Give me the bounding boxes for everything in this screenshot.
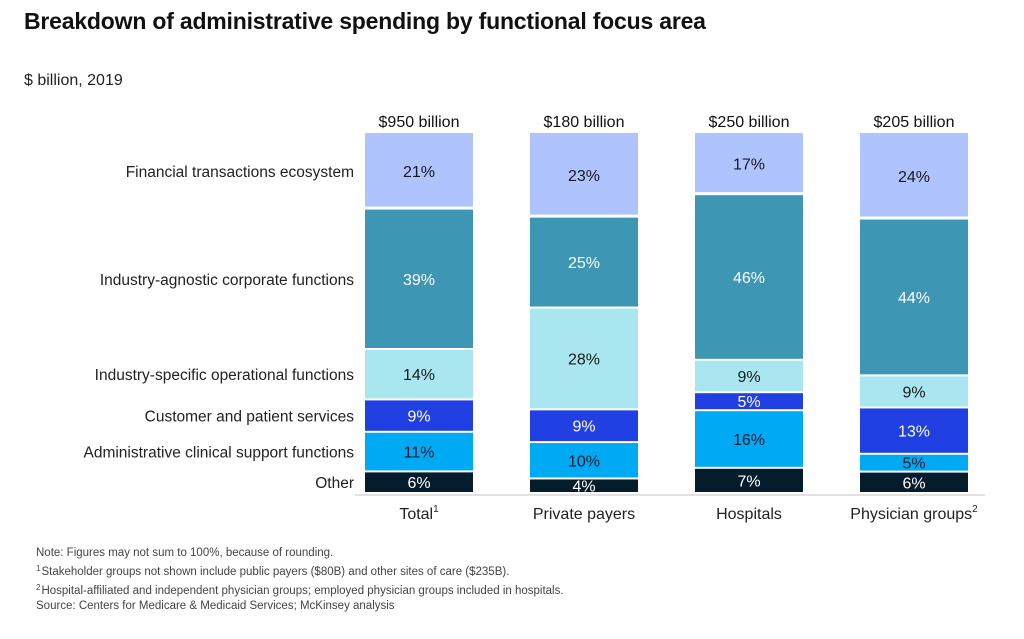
data-label: 6% bbox=[407, 475, 430, 492]
bar-segment bbox=[695, 195, 803, 359]
data-label: 9% bbox=[572, 419, 595, 436]
footnote-2: 2Hospital-affiliated and independent phy… bbox=[36, 580, 564, 599]
row-label: Financial transactions ecosystem bbox=[126, 164, 354, 181]
bar-segment bbox=[860, 454, 968, 471]
data-label: 5% bbox=[902, 456, 925, 473]
data-label: 39% bbox=[403, 272, 435, 289]
bar-segment bbox=[695, 411, 803, 467]
data-label: 25% bbox=[568, 255, 600, 272]
bar-segment bbox=[365, 400, 473, 431]
data-label: 24% bbox=[898, 169, 930, 186]
x-tick-label: Total1 bbox=[399, 504, 439, 523]
bar-segment bbox=[860, 408, 968, 453]
data-label: 44% bbox=[898, 290, 930, 307]
chart-subtitle: $ billion, 2019 bbox=[24, 72, 123, 89]
data-label: 11% bbox=[404, 445, 435, 462]
x-tick-label: Private payers bbox=[533, 506, 635, 523]
data-label: 21% bbox=[403, 164, 435, 181]
bar-segment bbox=[365, 472, 473, 492]
data-label: 9% bbox=[902, 384, 925, 401]
bar-segment bbox=[860, 219, 968, 375]
bar-segment bbox=[530, 443, 638, 478]
data-label: 13% bbox=[898, 424, 930, 441]
chart-title: Breakdown of administrative spending by … bbox=[24, 8, 706, 34]
bar-segment bbox=[365, 350, 473, 399]
bar-segment bbox=[695, 360, 803, 392]
bar-segment bbox=[530, 217, 638, 307]
data-label: 23% bbox=[568, 168, 600, 185]
bar-segment bbox=[365, 209, 473, 348]
data-label: 5% bbox=[737, 394, 760, 411]
bar-segment bbox=[530, 308, 638, 409]
data-label: 6% bbox=[902, 475, 925, 492]
data-label: 4% bbox=[572, 479, 595, 496]
data-label: 46% bbox=[733, 270, 765, 287]
note-rounding: Note: Figures may not sum to 100%, becau… bbox=[36, 547, 334, 559]
bar-segment bbox=[695, 393, 803, 410]
data-label: 17% bbox=[733, 157, 765, 174]
bar-segment bbox=[695, 133, 803, 193]
data-label: 16% bbox=[733, 432, 765, 449]
bar-total-label: $205 billion bbox=[874, 114, 955, 131]
bar-segment bbox=[530, 410, 638, 442]
footnote-1: 1Stakeholder groups not shown include pu… bbox=[36, 561, 564, 580]
bar-segment bbox=[530, 133, 638, 215]
source-note: Source: Centers for Medicare & Medicaid … bbox=[36, 600, 395, 612]
data-label: 9% bbox=[737, 369, 760, 386]
data-label: 7% bbox=[737, 473, 760, 490]
bar-total-label: $250 billion bbox=[709, 114, 790, 131]
x-tick-label: Physician groups2 bbox=[850, 504, 978, 523]
footnote-2-mark: 2 bbox=[36, 583, 41, 592]
x-tick-footnote-mark: 2 bbox=[972, 504, 978, 515]
footnote-1-mark: 1 bbox=[36, 564, 41, 573]
bar-segment bbox=[860, 133, 968, 217]
data-label: 14% bbox=[403, 367, 435, 384]
bar-segment bbox=[860, 376, 968, 407]
data-label: 28% bbox=[568, 351, 600, 368]
row-label: Industry-agnostic corporate functions bbox=[100, 272, 354, 289]
x-tick-label: Hospitals bbox=[716, 506, 782, 523]
chart-notes: Note: Figures may not sum to 100%, becau… bbox=[36, 546, 564, 614]
footnote-1-text: Stakeholder groups not shown include pub… bbox=[41, 566, 510, 578]
row-label: Industry-specific operational functions bbox=[95, 367, 355, 384]
bar-segment bbox=[365, 432, 473, 471]
bar-segment bbox=[695, 468, 803, 492]
data-label: 9% bbox=[407, 409, 430, 426]
x-tick-footnote-mark: 1 bbox=[433, 504, 439, 515]
bar-segment bbox=[365, 133, 473, 207]
bar-total-label: $180 billion bbox=[544, 114, 625, 131]
data-label: 10% bbox=[568, 453, 600, 470]
row-label: Other bbox=[315, 475, 354, 492]
row-label: Customer and patient services bbox=[145, 409, 355, 426]
row-label: Administrative clinical support function… bbox=[83, 445, 354, 462]
bar-segment bbox=[530, 479, 638, 492]
footnote-2-text: Hospital-affiliated and independent phys… bbox=[41, 585, 564, 597]
bar-total-label: $950 billion bbox=[379, 114, 460, 131]
bar-segment bbox=[860, 472, 968, 492]
